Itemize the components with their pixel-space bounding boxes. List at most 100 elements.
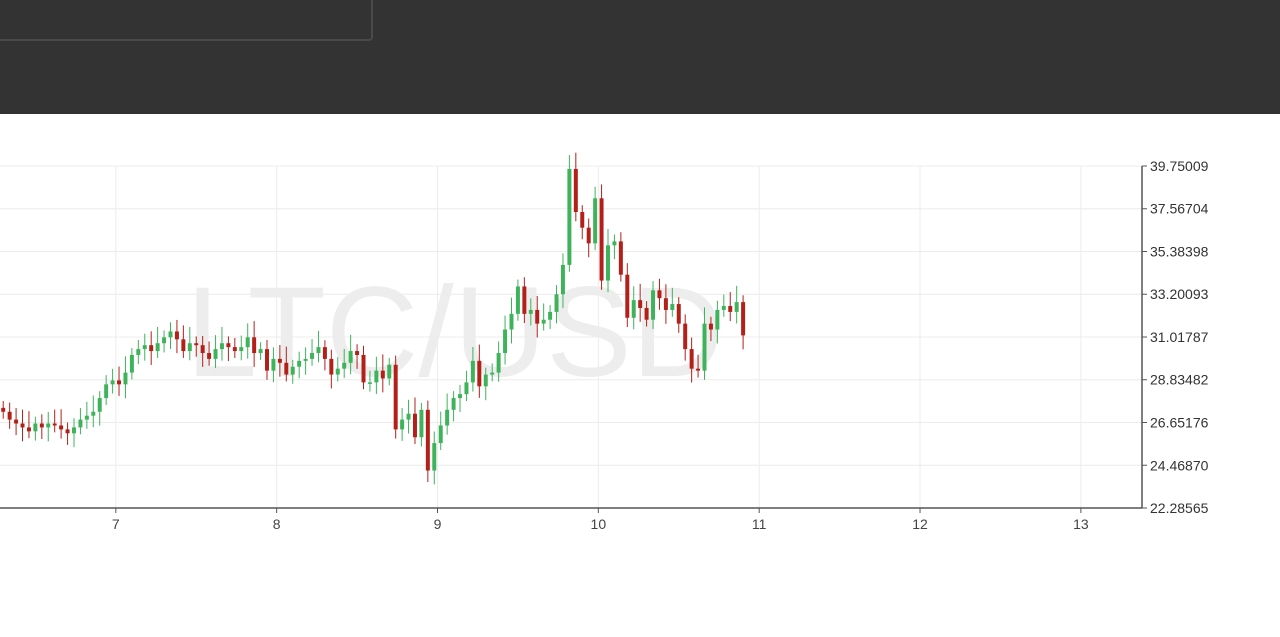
candle-body[interactable] <box>46 423 51 428</box>
candle-body[interactable] <box>181 339 186 352</box>
candle-body[interactable] <box>599 198 604 281</box>
candle-body[interactable] <box>715 309 720 330</box>
candle[interactable] <box>599 184 604 290</box>
candle-body[interactable] <box>477 360 482 387</box>
candle[interactable] <box>638 283 643 322</box>
candle[interactable] <box>361 345 366 390</box>
candle-body[interactable] <box>721 306 726 310</box>
candle-body[interactable] <box>277 358 282 363</box>
candle-body[interactable] <box>573 168 578 213</box>
candle-body[interactable] <box>438 425 443 444</box>
candle[interactable] <box>213 335 218 369</box>
candle-body[interactable] <box>297 360 302 367</box>
candle-body[interactable] <box>213 349 218 359</box>
candle[interactable] <box>509 297 514 344</box>
candle-body[interactable] <box>7 411 12 420</box>
candle-body[interactable] <box>554 294 559 312</box>
candle[interactable] <box>149 331 154 365</box>
candle[interactable] <box>535 296 540 338</box>
candle[interactable] <box>84 401 89 429</box>
candle[interactable] <box>683 314 688 361</box>
candle-body[interactable] <box>335 368 340 375</box>
candle-body[interactable] <box>419 409 424 438</box>
candle[interactable] <box>644 301 649 327</box>
candle[interactable] <box>425 400 430 483</box>
candle[interactable] <box>541 303 546 331</box>
candle[interactable] <box>239 335 244 361</box>
candle[interactable] <box>258 342 263 360</box>
candle[interactable] <box>554 285 559 324</box>
candle[interactable] <box>593 186 598 251</box>
candle-body[interactable] <box>683 323 688 350</box>
candle[interactable] <box>393 355 398 439</box>
candle[interactable] <box>97 391 102 426</box>
candle-body[interactable] <box>631 300 636 318</box>
candle[interactable] <box>696 354 701 378</box>
candle-body[interactable] <box>593 198 598 244</box>
candle[interactable] <box>432 431 437 485</box>
candle[interactable] <box>310 339 315 366</box>
candle[interactable] <box>297 351 302 379</box>
candle[interactable] <box>721 294 726 317</box>
candle-body[interactable] <box>65 429 70 434</box>
candle[interactable] <box>7 402 12 429</box>
candle-body[interactable] <box>258 349 263 354</box>
candle-body[interactable] <box>110 380 115 385</box>
candle-body[interactable] <box>78 419 83 428</box>
candle-body[interactable] <box>91 411 96 416</box>
candle[interactable] <box>123 356 128 399</box>
candle-body[interactable] <box>541 319 546 324</box>
candle[interactable] <box>522 277 527 324</box>
candle-body[interactable] <box>187 343 192 352</box>
candle-body[interactable] <box>155 343 160 352</box>
candle-body[interactable] <box>625 274 630 318</box>
candle-body[interactable] <box>361 354 366 383</box>
candle-body[interactable] <box>464 382 469 395</box>
candle[interactable] <box>290 359 295 384</box>
candle-body[interactable] <box>271 358 276 371</box>
candle[interactable] <box>232 337 237 358</box>
candle[interactable] <box>734 285 739 324</box>
candle-body[interactable] <box>425 409 430 471</box>
candle[interactable] <box>46 411 51 442</box>
candle[interactable] <box>715 300 720 344</box>
candle[interactable] <box>567 155 572 272</box>
candle[interactable] <box>741 295 746 350</box>
candle-body[interactable] <box>458 394 463 399</box>
candle-body[interactable] <box>303 358 308 361</box>
candle[interactable] <box>136 339 141 365</box>
candle[interactable] <box>303 347 308 375</box>
candle[interactable] <box>104 375 109 405</box>
candle[interactable] <box>406 399 411 434</box>
candle[interactable] <box>708 316 713 342</box>
candle[interactable] <box>419 402 424 447</box>
candle-body[interactable] <box>741 302 746 336</box>
chart-area[interactable]: LTC/USD 22.28565 24.46870 26.65176 28.83482… <box>0 114 1280 632</box>
candle-body[interactable] <box>149 345 154 352</box>
candle[interactable] <box>226 336 231 362</box>
candle[interactable] <box>14 408 19 436</box>
candle-body[interactable] <box>245 337 250 348</box>
candle-body[interactable] <box>33 423 38 432</box>
candle[interactable] <box>651 281 656 329</box>
candle-body[interactable] <box>20 423 25 428</box>
candle-body[interactable] <box>393 364 398 430</box>
candle[interactable] <box>252 321 257 367</box>
candle-body[interactable] <box>580 212 585 228</box>
candle-body[interactable] <box>612 241 617 246</box>
candle[interactable] <box>129 348 134 380</box>
candle-body[interactable] <box>290 366 295 375</box>
candle[interactable] <box>605 229 610 293</box>
candle[interactable] <box>676 297 681 333</box>
candle-body[interactable] <box>560 264 565 295</box>
candle-body[interactable] <box>84 415 89 420</box>
candle[interactable] <box>142 333 147 361</box>
candle[interactable] <box>367 370 372 392</box>
candle[interactable] <box>181 325 186 358</box>
candle-body[interactable] <box>670 304 675 310</box>
candle-body[interactable] <box>387 364 392 379</box>
candle-body[interactable] <box>644 307 649 320</box>
candle[interactable] <box>284 346 289 382</box>
candle[interactable] <box>663 284 668 324</box>
candle-body[interactable] <box>117 380 122 385</box>
